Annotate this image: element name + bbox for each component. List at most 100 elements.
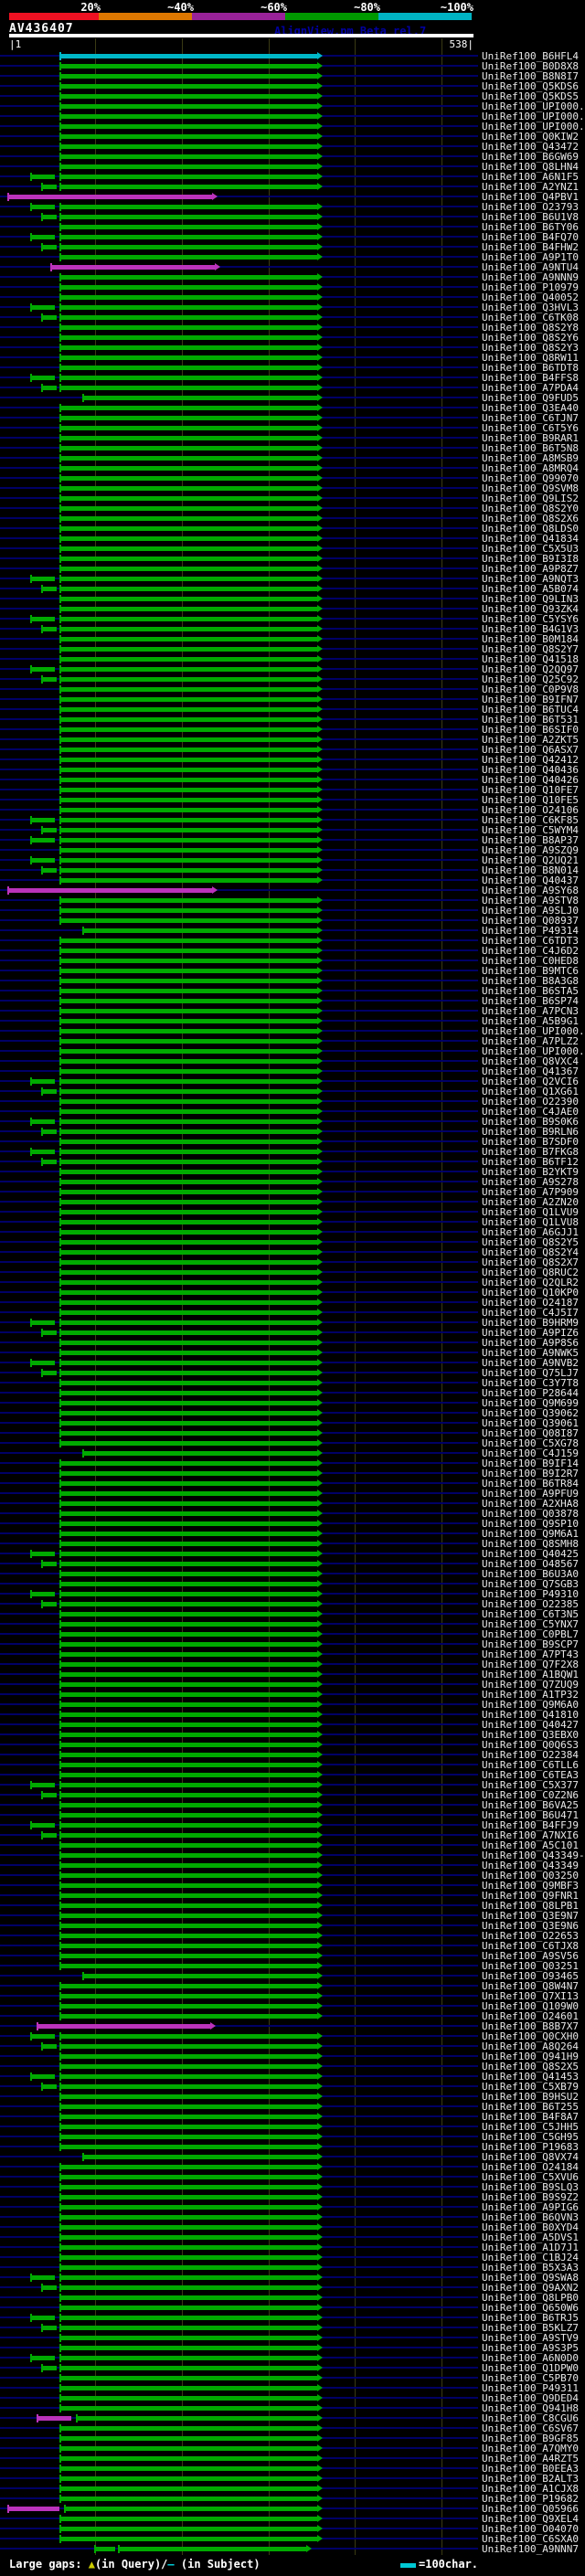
alignment-row[interactable]: UniRef100_B9HRM9 bbox=[0, 1318, 585, 1328]
alignment-bar[interactable] bbox=[59, 2094, 317, 2099]
alignment-row[interactable]: UniRef100_A5B074 bbox=[0, 584, 585, 594]
alignment-row[interactable]: UniRef100_Q109W0 bbox=[0, 2001, 585, 2011]
alignment-row[interactable]: UniRef100_A2XHA8 bbox=[0, 1499, 585, 1509]
subject-label[interactable]: UniRef100_Q3E9N6 bbox=[482, 1920, 579, 1932]
subject-label[interactable]: UniRef100_C5PB70 bbox=[482, 2372, 579, 2384]
alignment-bar[interactable] bbox=[59, 335, 317, 340]
alignment-bar[interactable] bbox=[30, 305, 55, 310]
alignment-row[interactable]: UniRef100_C5X377 bbox=[0, 1780, 585, 1790]
subject-label[interactable]: UniRef100_B8B7X7 bbox=[482, 2020, 579, 2032]
alignment-row[interactable]: UniRef100_Q8VXC4 bbox=[0, 1056, 585, 1066]
alignment-bar[interactable] bbox=[59, 315, 317, 320]
alignment-bar[interactable] bbox=[41, 627, 57, 631]
subject-label[interactable]: UniRef100_P19682 bbox=[482, 2493, 579, 2505]
alignment-bar[interactable] bbox=[59, 1180, 317, 1184]
subject-label[interactable]: UniRef100_Q2QQ97 bbox=[482, 663, 579, 675]
subject-label[interactable]: UniRef100_B9IF14 bbox=[482, 1458, 579, 1469]
alignment-bar[interactable] bbox=[59, 275, 317, 280]
alignment-row[interactable]: UniRef100_Q40052 bbox=[0, 292, 585, 302]
alignment-bar[interactable] bbox=[59, 1994, 317, 1998]
alignment-row[interactable]: UniRef100_A7PLZ2 bbox=[0, 1036, 585, 1046]
alignment-row[interactable]: UniRef100_A5DVS1 bbox=[0, 2232, 585, 2242]
alignment-row[interactable]: UniRef100_B6T5N8 bbox=[0, 443, 585, 453]
subject-label[interactable]: UniRef100_A2ZKT5 bbox=[482, 734, 579, 746]
alignment-bar[interactable] bbox=[59, 1572, 317, 1576]
subject-label[interactable]: UniRef100_Q9FUD5 bbox=[482, 392, 579, 404]
alignment-row[interactable]: UniRef100_Q8S2Y5 bbox=[0, 1237, 585, 1247]
subject-label[interactable]: UniRef100_A9SY68 bbox=[482, 885, 579, 896]
alignment-row[interactable]: UniRef100_B9HSU2 bbox=[0, 2092, 585, 2102]
subject-label[interactable]: UniRef100_Q2UQ21 bbox=[482, 854, 579, 866]
alignment-row[interactable]: UniRef100_Q8S2Y3 bbox=[0, 343, 585, 353]
alignment-bar[interactable] bbox=[59, 647, 317, 652]
alignment-row[interactable]: UniRef100_Q40425 bbox=[0, 1549, 585, 1559]
alignment-row[interactable]: UniRef100_C0HED8 bbox=[0, 956, 585, 966]
alignment-row[interactable]: UniRef100_Q39062 bbox=[0, 1408, 585, 1418]
alignment-bar[interactable] bbox=[59, 446, 317, 451]
alignment-row[interactable]: UniRef100_Q93ZK4 bbox=[0, 604, 585, 614]
subject-label[interactable]: UniRef100_C4J5I7 bbox=[482, 1307, 579, 1319]
subject-label[interactable]: UniRef100_B4G1V3 bbox=[482, 623, 579, 635]
subject-label[interactable]: UniRef100_B6TDT8 bbox=[482, 362, 579, 374]
alignment-bar[interactable] bbox=[30, 2074, 55, 2079]
subject-label[interactable]: UniRef100_Q941H9 bbox=[482, 2051, 579, 2062]
subject-label[interactable]: UniRef100_Q2QLR2 bbox=[482, 1277, 579, 1288]
alignment-bar[interactable] bbox=[59, 1401, 317, 1405]
alignment-bar[interactable] bbox=[59, 597, 317, 601]
subject-label[interactable]: UniRef100_C4J6D2 bbox=[482, 945, 579, 957]
subject-label[interactable]: UniRef100_A9P8S6 bbox=[482, 1337, 579, 1349]
subject-label[interactable]: UniRef100_A9STV9 bbox=[482, 2332, 579, 2344]
subject-label[interactable]: UniRef100_Q75LJ7 bbox=[482, 1367, 579, 1379]
subject-label[interactable]: UniRef100_B9S9Z2 bbox=[482, 2191, 579, 2203]
subject-label[interactable]: UniRef100_Q8S2Y3 bbox=[482, 342, 579, 354]
alignment-row[interactable]: UniRef100_Q75LJ7 bbox=[0, 1368, 585, 1378]
alignment-bar[interactable] bbox=[59, 959, 317, 963]
alignment-row[interactable]: UniRef100_B9IF14 bbox=[0, 1458, 585, 1468]
alignment-bar[interactable] bbox=[59, 1542, 317, 1546]
alignment-bar[interactable] bbox=[59, 144, 317, 149]
alignment-bar[interactable] bbox=[59, 1501, 317, 1506]
alignment-row[interactable]: UniRef100_B6TRJ5 bbox=[0, 2313, 585, 2323]
alignment-row[interactable]: UniRef100_A1TP32 bbox=[0, 1690, 585, 1700]
alignment-row[interactable]: UniRef100_Q41518 bbox=[0, 654, 585, 664]
subject-label[interactable]: UniRef100_Q25C92 bbox=[482, 673, 579, 685]
alignment-bar[interactable] bbox=[59, 1622, 317, 1627]
alignment-row[interactable]: UniRef100_Q1LVU9 bbox=[0, 1207, 585, 1217]
alignment-bar[interactable] bbox=[59, 2225, 317, 2230]
alignment-bar[interactable] bbox=[59, 1924, 317, 1928]
alignment-bar[interactable] bbox=[59, 1652, 317, 1657]
subject-label[interactable]: UniRef100_C6TLL6 bbox=[482, 1759, 579, 1771]
subject-label[interactable]: UniRef100_Q3HVL3 bbox=[482, 302, 579, 313]
alignment-bar[interactable] bbox=[82, 2155, 317, 2159]
alignment-row[interactable]: UniRef100_Q8LDS0 bbox=[0, 524, 585, 534]
subject-label[interactable]: UniRef100_B2YKT9 bbox=[482, 1166, 579, 1178]
subject-label[interactable]: UniRef100_Q8LHN4 bbox=[482, 161, 579, 173]
subject-label[interactable]: UniRef100_C3Y7T8 bbox=[482, 1377, 579, 1389]
subject-label[interactable]: UniRef100_B8N8I7 bbox=[482, 70, 579, 82]
alignment-row[interactable]: UniRef100_B8AP37 bbox=[0, 835, 585, 845]
alignment-row[interactable]: UniRef100_C6KF85 bbox=[0, 815, 585, 825]
alignment-bar[interactable] bbox=[59, 1612, 317, 1617]
alignment-bar[interactable] bbox=[59, 1642, 317, 1647]
alignment-row[interactable]: UniRef100_Q9FNR1 bbox=[0, 1891, 585, 1901]
alignment-row[interactable]: UniRef100_Q8S2Y4 bbox=[0, 1247, 585, 1257]
subject-label[interactable]: UniRef100_UPI000.. bbox=[482, 121, 585, 133]
alignment-row[interactable]: UniRef100_C6SXA0 bbox=[0, 2534, 585, 2544]
alignment-row[interactable]: UniRef100_A9STV9 bbox=[0, 2333, 585, 2343]
alignment-bar[interactable] bbox=[59, 1270, 317, 1275]
subject-label[interactable]: UniRef100_B8AP37 bbox=[482, 834, 579, 846]
alignment-bar[interactable] bbox=[59, 1511, 317, 1516]
alignment-row[interactable]: UniRef100_Q40426 bbox=[0, 775, 585, 785]
subject-label[interactable]: UniRef100_C6T3N5 bbox=[482, 1608, 579, 1620]
alignment-row[interactable]: UniRef100_Q0KIW2 bbox=[0, 132, 585, 142]
subject-label[interactable]: UniRef100_B6TUC4 bbox=[482, 704, 579, 716]
alignment-row[interactable]: UniRef100_A7PT43 bbox=[0, 1649, 585, 1659]
alignment-bar[interactable] bbox=[59, 1210, 317, 1214]
alignment-row[interactable]: UniRef100_Q9LIN3 bbox=[0, 594, 585, 604]
subject-label[interactable]: UniRef100_Q8LPB1 bbox=[482, 1900, 579, 1912]
subject-label[interactable]: UniRef100_C5WYM4 bbox=[482, 824, 579, 836]
subject-label[interactable]: UniRef100_B6TF12 bbox=[482, 1156, 579, 1168]
subject-label[interactable]: UniRef100_Q40436 bbox=[482, 764, 579, 776]
subject-label[interactable]: UniRef100_Q05966 bbox=[482, 2503, 579, 2515]
alignment-row[interactable]: UniRef100_A8MSB9 bbox=[0, 453, 585, 463]
